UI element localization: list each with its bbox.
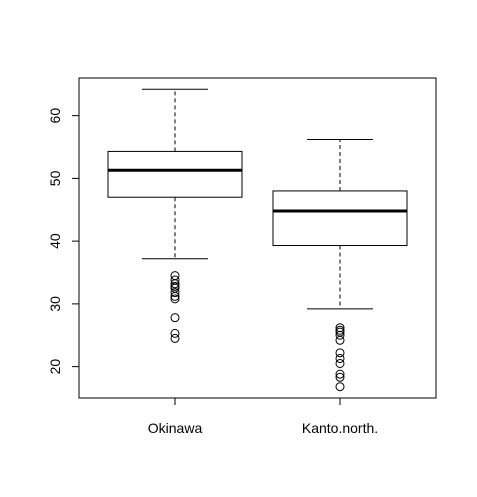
outlier-point <box>170 313 180 323</box>
y-tick-label: 40 <box>47 233 63 249</box>
outlier-point <box>170 294 180 304</box>
outlier-point <box>335 382 345 392</box>
iqr-box <box>107 150 243 198</box>
y-axis: 20 30 40 50 60 <box>47 108 80 375</box>
x-tick-label: Okinawa <box>148 420 203 436</box>
x-axis: Okinawa Kanto.north. <box>148 397 378 436</box>
y-tick-label: 60 <box>47 108 63 124</box>
outlier-point <box>170 279 180 289</box>
outlier-point <box>335 348 345 358</box>
box-group <box>272 138 408 392</box>
outlier-point <box>335 372 345 382</box>
y-tick-label: 50 <box>47 170 63 186</box>
outlier-point <box>170 291 180 301</box>
boxes <box>107 88 408 392</box>
outlier-point <box>335 369 345 379</box>
outlier-point <box>170 328 180 338</box>
outlier-point <box>335 335 345 345</box>
x-tick-label: Kanto.north. <box>302 420 378 436</box>
iqr-box <box>272 190 408 247</box>
y-tick-label: 20 <box>47 359 63 375</box>
box-group <box>107 88 243 343</box>
outlier-point <box>335 358 345 368</box>
y-tick-label: 30 <box>47 296 63 312</box>
outlier-point <box>170 333 180 343</box>
outlier-point <box>170 288 180 298</box>
outlier-point <box>335 330 345 340</box>
outlier-point <box>335 353 345 363</box>
